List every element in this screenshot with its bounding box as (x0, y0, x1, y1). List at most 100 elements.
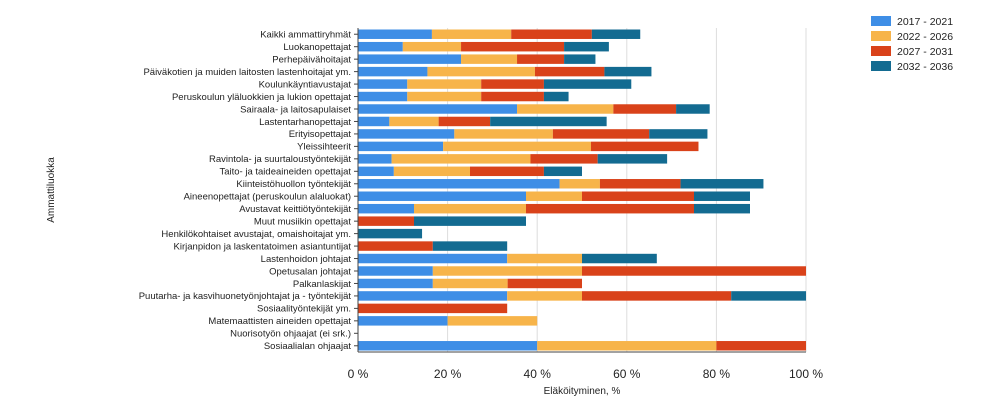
category-label: Matemaattisten aineiden opettajat (208, 316, 351, 327)
bar-segment (613, 104, 677, 114)
bar-segment (590, 141, 699, 152)
category-label: Aineenopettajat (peruskoulun alaluokat) (184, 192, 351, 203)
x-tick-label: 20 % (434, 367, 462, 381)
bar-segment (552, 129, 650, 139)
bar-segment (517, 54, 565, 64)
category-label: Luokanopettajat (283, 42, 351, 53)
bar-segment (534, 66, 605, 77)
bar-segment (680, 179, 764, 189)
category-label: Avustavat keittiötyöntekijät (239, 204, 351, 215)
bar-segment (511, 29, 592, 39)
bar-segment (358, 141, 444, 152)
bar-segment (358, 228, 423, 239)
bar-segment (389, 116, 439, 127)
legend-swatch (871, 61, 891, 71)
category-label: Kaikki ammattiryhmät (260, 30, 351, 41)
bar-segment (358, 41, 403, 52)
legend-swatch (871, 16, 891, 26)
category-label: Päiväkotien ja muiden laitosten lastenho… (143, 67, 351, 78)
category-label: Erityisopettajat (289, 129, 352, 140)
bar-segment (599, 179, 681, 189)
bar-segment (507, 291, 582, 301)
bar-segment (543, 166, 582, 177)
bar-segment (507, 278, 582, 289)
category-label: Kiinteistöhuollon työntekijät (236, 179, 351, 190)
bar-segment (393, 166, 470, 177)
bar-segment (447, 316, 538, 326)
bar-segments (358, 29, 806, 351)
category-label: Puutarha- ja kasvihuonetyönjohtajat ja -… (139, 291, 352, 302)
legend-swatch (871, 31, 891, 41)
legend-label: 2017 - 2021 (897, 16, 953, 28)
bar-segment (358, 316, 448, 326)
bar-segment (358, 266, 433, 276)
bar-segment (461, 41, 565, 52)
bar-segment (543, 91, 569, 102)
bar-segment (517, 104, 614, 114)
y-axis-title: Ammattiluokka (46, 157, 57, 223)
bar-segment (530, 154, 598, 164)
bar-segment (358, 154, 392, 164)
bar-segment (358, 179, 560, 189)
category-label: Lastentarhanopettajat (259, 117, 351, 128)
x-tick-label: 100 % (789, 367, 823, 381)
bar-segment (358, 79, 408, 89)
bar-segment (481, 79, 544, 89)
bar-segment (358, 216, 414, 226)
bar-segment (582, 191, 694, 201)
category-label: Lastenhoidon johtajat (261, 254, 352, 265)
category-labels: Kaikki ammattiryhmätLuokanopettajatPerhe… (139, 30, 352, 353)
bar-segment (358, 278, 433, 289)
bar-segment (597, 154, 668, 164)
category-label: Perhepäivähoitajat (272, 54, 351, 65)
bar-segment (427, 66, 535, 77)
bar-segment (358, 29, 432, 39)
bar-segment (649, 129, 708, 139)
category-label: Peruskoulun yläluokkien ja lukion opetta… (172, 92, 351, 103)
category-label: Ravintola- ja suurtaloustyöntekijät (209, 154, 351, 165)
bar-segment (591, 29, 641, 39)
x-tick-label: 40 % (524, 367, 552, 381)
x-axis-title: Eläköityminen, % (544, 386, 621, 397)
bar-segment (358, 104, 518, 114)
bar-segment (537, 341, 717, 351)
x-tick-label: 80 % (703, 367, 731, 381)
bar-segment (490, 116, 607, 127)
legend-label: 2022 - 2026 (897, 31, 953, 43)
x-tick-label: 0 % (348, 367, 369, 381)
bar-segment (358, 191, 526, 201)
bar-segment (358, 253, 508, 264)
bar-segment (358, 203, 414, 214)
bar-segment (407, 79, 482, 89)
category-label: Henkilökohtaiset avustajat, omaishoitaja… (161, 229, 351, 240)
category-label: Kirjanpidon ja laskentatoimen asiantunti… (174, 241, 352, 252)
bar-segment (582, 291, 732, 301)
gridlines (447, 28, 807, 352)
bar-segment (431, 29, 512, 39)
bar-segment (358, 166, 394, 177)
category-label: Taito- ja taideaineiden opettajat (219, 167, 351, 178)
bar-segment (676, 104, 710, 114)
bar-segment (604, 66, 652, 77)
category-label: Sairaala- ja laitosapulaiset (240, 104, 351, 115)
bar-segment (470, 166, 544, 177)
category-label: Yleissihteerit (297, 142, 351, 153)
bar-segment (407, 91, 482, 102)
bar-segment (526, 203, 694, 214)
bar-segment (564, 41, 609, 52)
category-label: Sosiaalialan ohjaajat (264, 341, 352, 352)
legend-swatch (871, 46, 891, 56)
bar-segment (414, 203, 526, 214)
bar-segment (694, 203, 750, 214)
bar-segment (358, 341, 538, 351)
legend-label: 2027 - 2031 (897, 46, 953, 58)
bar-segment (582, 253, 657, 264)
bar-segment (432, 241, 508, 251)
category-label: Nuorisotyön ohjaajat (ei srk.) (230, 329, 351, 340)
legend-label: 2032 - 2036 (897, 61, 953, 73)
bar-segment (543, 79, 632, 89)
bar-segment (414, 216, 526, 226)
bar-segment (358, 116, 390, 127)
bar-segment (526, 191, 582, 201)
